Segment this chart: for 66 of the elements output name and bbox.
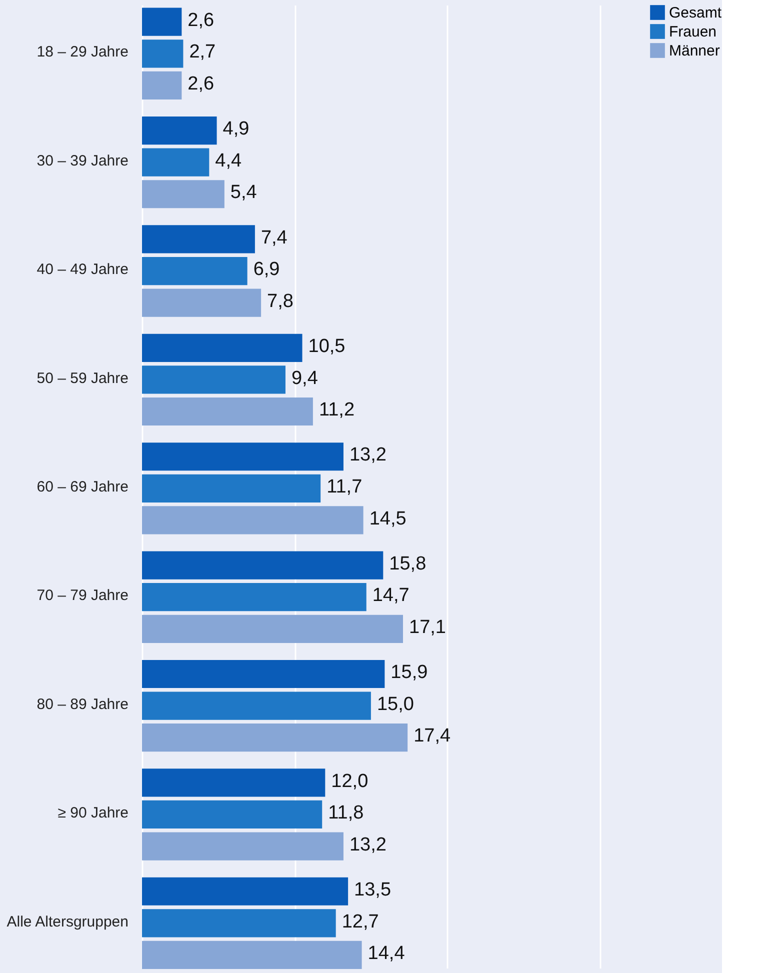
- bar: [142, 256, 248, 286]
- bar: [142, 442, 344, 471]
- bar: [142, 724, 408, 752]
- bar: [142, 71, 182, 100]
- data-label: 13,5: [354, 879, 392, 900]
- data-label: 11,2: [318, 400, 355, 421]
- bar: [142, 225, 255, 254]
- data-label: 11,8: [328, 802, 364, 824]
- bar: [142, 692, 371, 720]
- bar: [142, 180, 224, 208]
- y-tick-label: Alle Altersgruppen: [6, 913, 128, 930]
- data-label: 17,4: [414, 726, 451, 747]
- data-label: 15,0: [376, 694, 414, 715]
- bar: [142, 506, 364, 534]
- data-label: 7,8: [267, 290, 294, 312]
- data-label: 14,7: [372, 585, 410, 606]
- bar: [142, 397, 313, 426]
- bar: [142, 366, 286, 394]
- bar: [142, 8, 182, 36]
- legend-label: Gesamt: [669, 4, 722, 22]
- y-tick-label: 50 – 59 Jahre: [36, 370, 128, 387]
- y-tick-label: 70 – 79 Jahre: [36, 587, 128, 604]
- data-label: 17,1: [409, 616, 446, 638]
- bar: [142, 116, 217, 145]
- bar: [142, 40, 184, 68]
- data-label: 15,8: [389, 553, 426, 574]
- data-label: 10,5: [308, 336, 346, 358]
- bar: [142, 940, 362, 970]
- bar: [142, 334, 302, 362]
- bar: [142, 583, 366, 612]
- bar: [142, 288, 262, 317]
- legend-label: Frauen: [669, 24, 717, 40]
- y-tick-label: ≥ 90 Jahre: [58, 804, 128, 822]
- y-tick-label: 40 – 49 Jahre: [36, 261, 128, 278]
- data-label: 13,2: [349, 834, 386, 856]
- legend-label: Männer: [669, 42, 720, 60]
- data-label: 6,9: [253, 259, 280, 280]
- data-label: 7,4: [260, 227, 288, 248]
- bar: [142, 877, 348, 906]
- bar: [142, 800, 322, 829]
- data-label: 2,6: [188, 74, 214, 95]
- bar: [142, 768, 326, 797]
- y-tick-label: 18 – 29 Jahre: [36, 44, 128, 61]
- y-tick-label: 60 – 69 Jahre: [36, 478, 128, 496]
- y-tick-label: 80 – 89 Jahre: [36, 696, 128, 713]
- data-label: 12,7: [342, 911, 379, 932]
- bar: [142, 909, 336, 938]
- data-label: 15,9: [390, 662, 428, 684]
- bar: [142, 148, 210, 176]
- bar: [142, 660, 385, 688]
- data-label: 14,4: [368, 943, 406, 964]
- bar: [142, 614, 403, 643]
- data-label: 4,9: [222, 118, 250, 140]
- data-label: 14,5: [369, 508, 406, 530]
- data-label: 11,7: [326, 476, 362, 498]
- bar: [142, 474, 321, 502]
- data-label: 2,6: [188, 10, 214, 31]
- data-label: 13,2: [349, 444, 386, 466]
- data-label: 2,7: [189, 42, 216, 63]
- y-tick-label: 30 – 39 Jahre: [36, 152, 128, 170]
- data-label: 4,4: [215, 150, 242, 172]
- data-label: 5,4: [230, 182, 258, 204]
- data-label: 9,4: [291, 368, 318, 389]
- bar: [142, 551, 384, 580]
- bar: [142, 832, 344, 860]
- data-label: 12,0: [331, 770, 368, 792]
